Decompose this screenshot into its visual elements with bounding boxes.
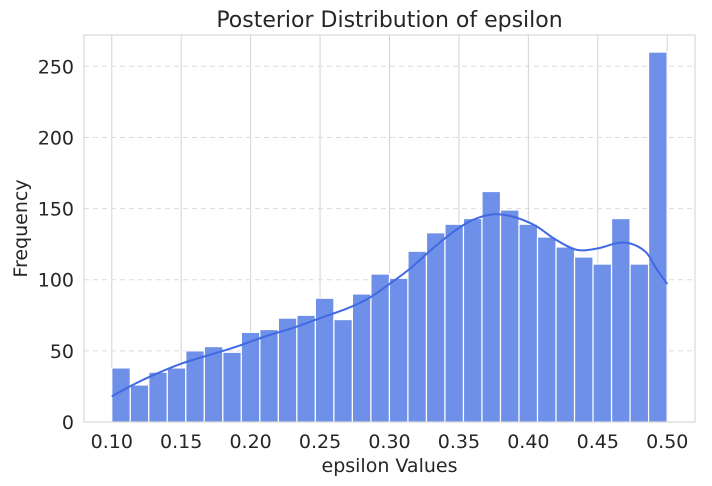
histogram-bar	[296, 314, 316, 423]
y-tick-label: 150	[38, 199, 74, 221]
kde-curve	[111, 213, 669, 398]
y-tick-label: 50	[50, 341, 74, 363]
histogram-bar	[148, 371, 168, 423]
kde-layer	[111, 213, 669, 398]
x-tick-label: 0.10	[91, 431, 133, 453]
y-tick-label: 250	[38, 56, 74, 78]
histogram-bar	[444, 223, 465, 423]
histogram-bar	[333, 318, 354, 423]
x-tick-label: 0.30	[368, 431, 410, 453]
x-axis-label: epsilon Values	[322, 455, 458, 477]
y-tick-labels: 0 50 100 150 200 250	[38, 56, 74, 434]
histogram-bar	[277, 317, 298, 423]
x-tick-label: 0.20	[229, 431, 271, 453]
y-tick-label: 100	[38, 270, 74, 292]
x-tick-label: 0.25	[299, 431, 341, 453]
histogram-bar	[610, 217, 631, 423]
histogram-bar	[555, 246, 576, 423]
x-tick-label: 0.15	[160, 431, 202, 453]
y-tick-label: 200	[38, 127, 74, 149]
histogram-bar	[536, 236, 557, 423]
x-tick-label: 0.50	[646, 431, 688, 453]
histogram-bar	[629, 263, 650, 423]
histogram-bar	[647, 51, 668, 423]
histogram-bar	[462, 217, 483, 423]
y-axis-label: Frequency	[10, 179, 32, 277]
histogram-bar	[203, 345, 224, 423]
histogram-bar	[592, 263, 613, 423]
x-tick-labels: 0.10 0.15 0.20 0.25 0.30 0.35 0.40 0.45 0.50	[91, 431, 689, 453]
bars-layer	[111, 51, 668, 423]
y-tick-label: 0	[62, 412, 74, 434]
histogram-bar	[351, 293, 372, 423]
x-tick-label: 0.35	[438, 431, 480, 453]
histogram-bar	[499, 209, 520, 423]
histogram-bar	[240, 331, 261, 423]
histogram-bar	[573, 256, 594, 423]
histogram-bar	[425, 232, 446, 423]
histogram-bar	[222, 351, 242, 423]
histogram-bar	[407, 250, 428, 423]
histogram-bar	[259, 328, 279, 423]
histogram-bar	[518, 223, 539, 423]
chart-title: Posterior Distribution of epsilon	[216, 8, 562, 33]
x-tick-label: 0.45	[577, 431, 619, 453]
histogram-bar	[129, 384, 150, 423]
x-tick-label: 0.40	[507, 431, 549, 453]
histogram-bar	[481, 190, 502, 423]
histogram-bar	[166, 367, 187, 423]
axes-frame	[83, 34, 696, 423]
histogram-bar	[388, 277, 409, 423]
